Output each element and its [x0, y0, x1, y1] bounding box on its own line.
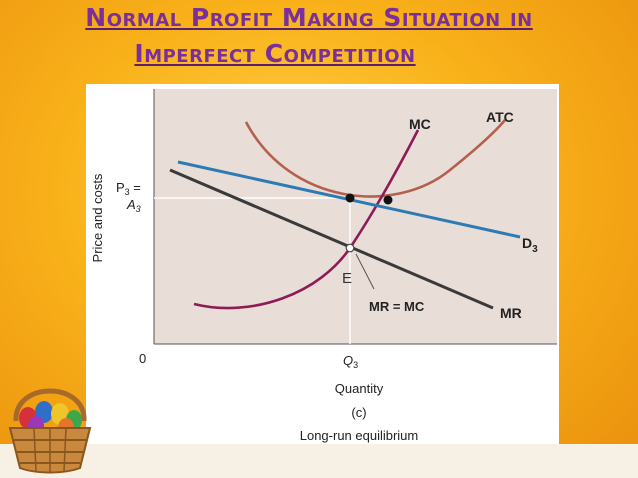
mc-label: MC [409, 116, 431, 132]
origin-label: 0 [139, 351, 146, 366]
y-axis-label: Price and costs [90, 173, 105, 262]
price-label-p3: P3 = [116, 180, 141, 197]
atc-label: ATC [486, 109, 514, 125]
slide-title-line1: Normal Profit Making Situation in [85, 3, 533, 32]
mr-curve [169, 168, 494, 310]
easter-basket-image [8, 388, 92, 474]
atc-curve [244, 119, 506, 198]
price-label-a3: A3 [126, 197, 141, 214]
tangency-point [345, 193, 355, 203]
point-e [345, 243, 355, 253]
plot-area [154, 89, 557, 344]
point-e-label: E [342, 270, 352, 287]
q3-label: Q3 [343, 353, 358, 370]
caption: Long-run equilibrium [300, 428, 419, 443]
panel-label: (c) [351, 405, 366, 420]
mc-curve [193, 129, 420, 310]
slide-title-line2: Imperfect Competition [134, 39, 416, 68]
mr-label: MR [500, 305, 522, 321]
bottom-strip [0, 444, 638, 478]
demand-label: D3 [522, 235, 538, 255]
mr-eq-mc-label: MR = MC [369, 299, 425, 314]
mc-atc-min-point [383, 195, 393, 205]
mr-eq-mc-pointer [355, 253, 375, 290]
x-axis-label: Quantity [335, 381, 384, 396]
